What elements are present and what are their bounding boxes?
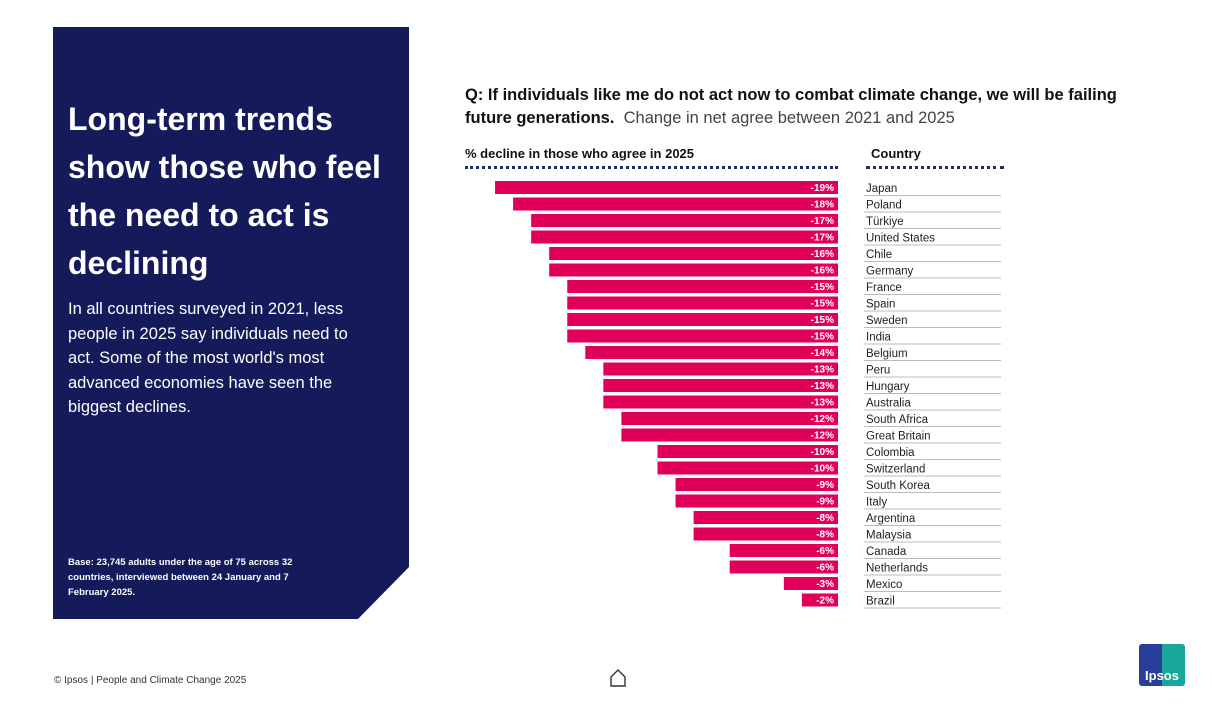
country-label: India	[866, 332, 892, 344]
country-label: Belgium	[866, 348, 908, 360]
data-label: -13%	[811, 365, 834, 376]
data-label: -12%	[811, 414, 834, 425]
country-label: South Africa	[866, 414, 929, 426]
data-label: -16%	[811, 249, 834, 260]
bar-japan	[495, 181, 838, 194]
bar-south-africa	[621, 412, 838, 425]
bar-hungary	[603, 379, 838, 392]
country-label: Germany	[866, 266, 914, 278]
bar-australia	[603, 395, 838, 409]
data-label: -13%	[811, 398, 834, 409]
country-label: Netherlands	[866, 563, 928, 575]
data-label: -9%	[816, 497, 834, 508]
country-label: Canada	[866, 546, 907, 558]
country-label: Sweden	[866, 315, 908, 327]
bar-türkiye	[531, 214, 838, 227]
question: Q: If individuals like me do not act now…	[465, 84, 1145, 130]
country-label: Spain	[866, 299, 895, 311]
country-label: South Korea	[866, 480, 931, 492]
summary-text: In all countries surveyed in 2021, less …	[68, 300, 348, 416]
bar-united-states	[531, 230, 838, 244]
data-label: -14%	[811, 348, 834, 359]
data-label: -15%	[811, 315, 834, 326]
data-label: -17%	[811, 216, 834, 227]
bar-germany	[549, 263, 838, 277]
country-header: Country	[866, 146, 1004, 169]
bar-argentina	[693, 511, 838, 524]
bar-spain	[567, 296, 838, 310]
bar-poland	[513, 197, 838, 211]
country-label: Colombia	[866, 447, 915, 459]
country-label: Great Britain	[866, 431, 931, 443]
data-label: -17%	[811, 233, 834, 244]
bar-india	[567, 329, 838, 343]
data-label: -10%	[811, 447, 834, 458]
bar-south-korea	[675, 478, 838, 491]
bar-malaysia	[693, 527, 838, 541]
data-label: -12%	[811, 431, 834, 442]
country-label: Türkiye	[866, 216, 904, 228]
data-label: -19%	[811, 183, 834, 194]
bar-canada	[729, 544, 838, 557]
data-label: -2%	[816, 596, 834, 607]
data-label: -3%	[816, 579, 834, 590]
base-note: Base: 23,745 adults under the age of 75 …	[68, 557, 293, 598]
question-subtitle: Change in net agree between 2021 and 202…	[623, 109, 955, 127]
country-label: Mexico	[866, 579, 902, 591]
bar-netherlands	[729, 560, 838, 574]
data-label: -15%	[811, 282, 834, 293]
bar-switzerland	[657, 461, 838, 475]
country-label: Switzerland	[866, 464, 925, 476]
data-label: -8%	[816, 530, 834, 541]
country-label: Australia	[866, 398, 911, 410]
country-label: Italy	[866, 497, 887, 509]
country-label: Japan	[866, 183, 897, 195]
data-label: -13%	[811, 381, 834, 392]
bar-mexico	[783, 577, 838, 590]
bar-colombia	[657, 445, 838, 458]
country-label: Argentina	[866, 513, 916, 525]
summary-panel: Long-term trends show those who feel the…	[53, 27, 409, 619]
country-label: Malaysia	[866, 530, 912, 542]
bar-brazil	[801, 593, 838, 607]
country-label: Hungary	[866, 381, 910, 393]
bar-belgium	[585, 346, 838, 359]
data-label: -18%	[811, 200, 834, 211]
footer: © Ipsos | People and Climate Change 2025	[54, 675, 247, 686]
logo-text: Ipsos	[1145, 668, 1179, 683]
country-label: France	[866, 282, 902, 294]
data-label: -16%	[811, 266, 834, 277]
headline: Long-term trends show those who feel the…	[68, 101, 381, 281]
home-icon[interactable]	[609, 668, 627, 688]
country-label: Peru	[866, 365, 890, 377]
value-header: % decline in those who agree in 2025	[465, 146, 838, 169]
data-label: -8%	[816, 513, 834, 524]
data-label: -15%	[811, 332, 834, 343]
country-label: Brazil	[866, 596, 895, 608]
country-label: Poland	[866, 200, 902, 212]
bar-italy	[675, 494, 838, 508]
data-label: -6%	[816, 563, 834, 574]
data-label: -15%	[811, 299, 834, 310]
bar-france	[567, 280, 838, 293]
ipsos-logo: Ipsos	[1139, 644, 1185, 686]
bar-sweden	[567, 313, 838, 326]
data-label: -6%	[816, 546, 834, 557]
bar-peru	[603, 362, 838, 376]
country-label: Chile	[866, 249, 892, 261]
bar-chile	[549, 247, 838, 260]
bar-great-britain	[621, 428, 838, 442]
question-text: Q: If individuals like me do not act now…	[465, 86, 1117, 127]
data-label: -9%	[816, 480, 834, 491]
data-label: -10%	[811, 464, 834, 475]
country-label: United States	[866, 233, 935, 245]
